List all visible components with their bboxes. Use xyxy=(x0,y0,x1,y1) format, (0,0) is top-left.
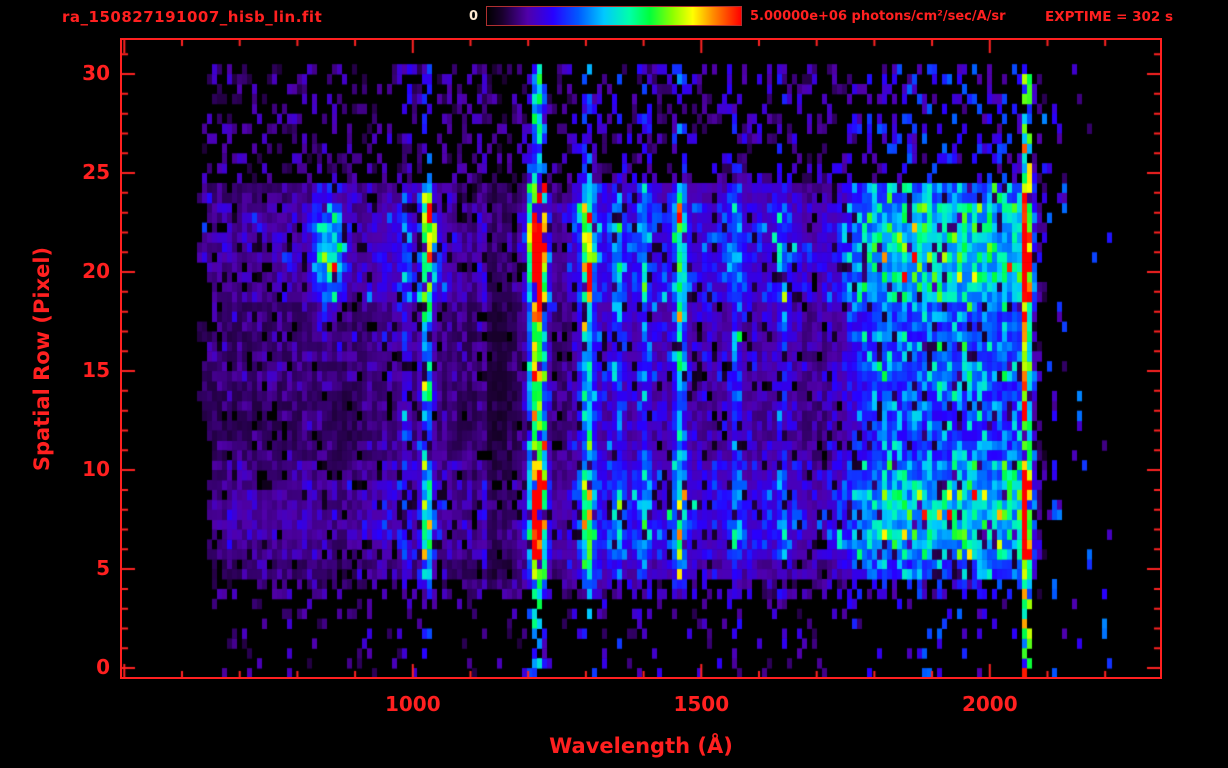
y-tick-label: 15 xyxy=(82,358,110,383)
colorbar-min-label: 0 xyxy=(468,9,478,24)
y-tick-label: 5 xyxy=(96,556,110,581)
y-tick-label: 20 xyxy=(82,259,110,284)
exptime-label: EXPTIME = 302 s xyxy=(1045,9,1174,25)
x-tick-label: 1500 xyxy=(673,692,730,716)
spectral-heatmap-canvas xyxy=(122,40,1160,677)
x-axis-title: Wavelength (Å) xyxy=(549,734,733,758)
colorbar-gradient xyxy=(486,6,742,26)
filename-title: ra_150827191007_hisb_lin.fit xyxy=(62,8,323,26)
y-tick-label: 10 xyxy=(82,457,110,482)
y-tick-label: 25 xyxy=(82,160,110,185)
x-tick-label: 1000 xyxy=(384,692,441,716)
y-tick-label: 0 xyxy=(96,655,110,680)
x-tick-label: 2000 xyxy=(961,692,1018,716)
y-tick-label: 30 xyxy=(82,61,110,86)
plot-frame xyxy=(120,38,1162,679)
colorbar-max-label: 5.00000e+06 photons/cm²/sec/A/sr xyxy=(750,9,1006,24)
